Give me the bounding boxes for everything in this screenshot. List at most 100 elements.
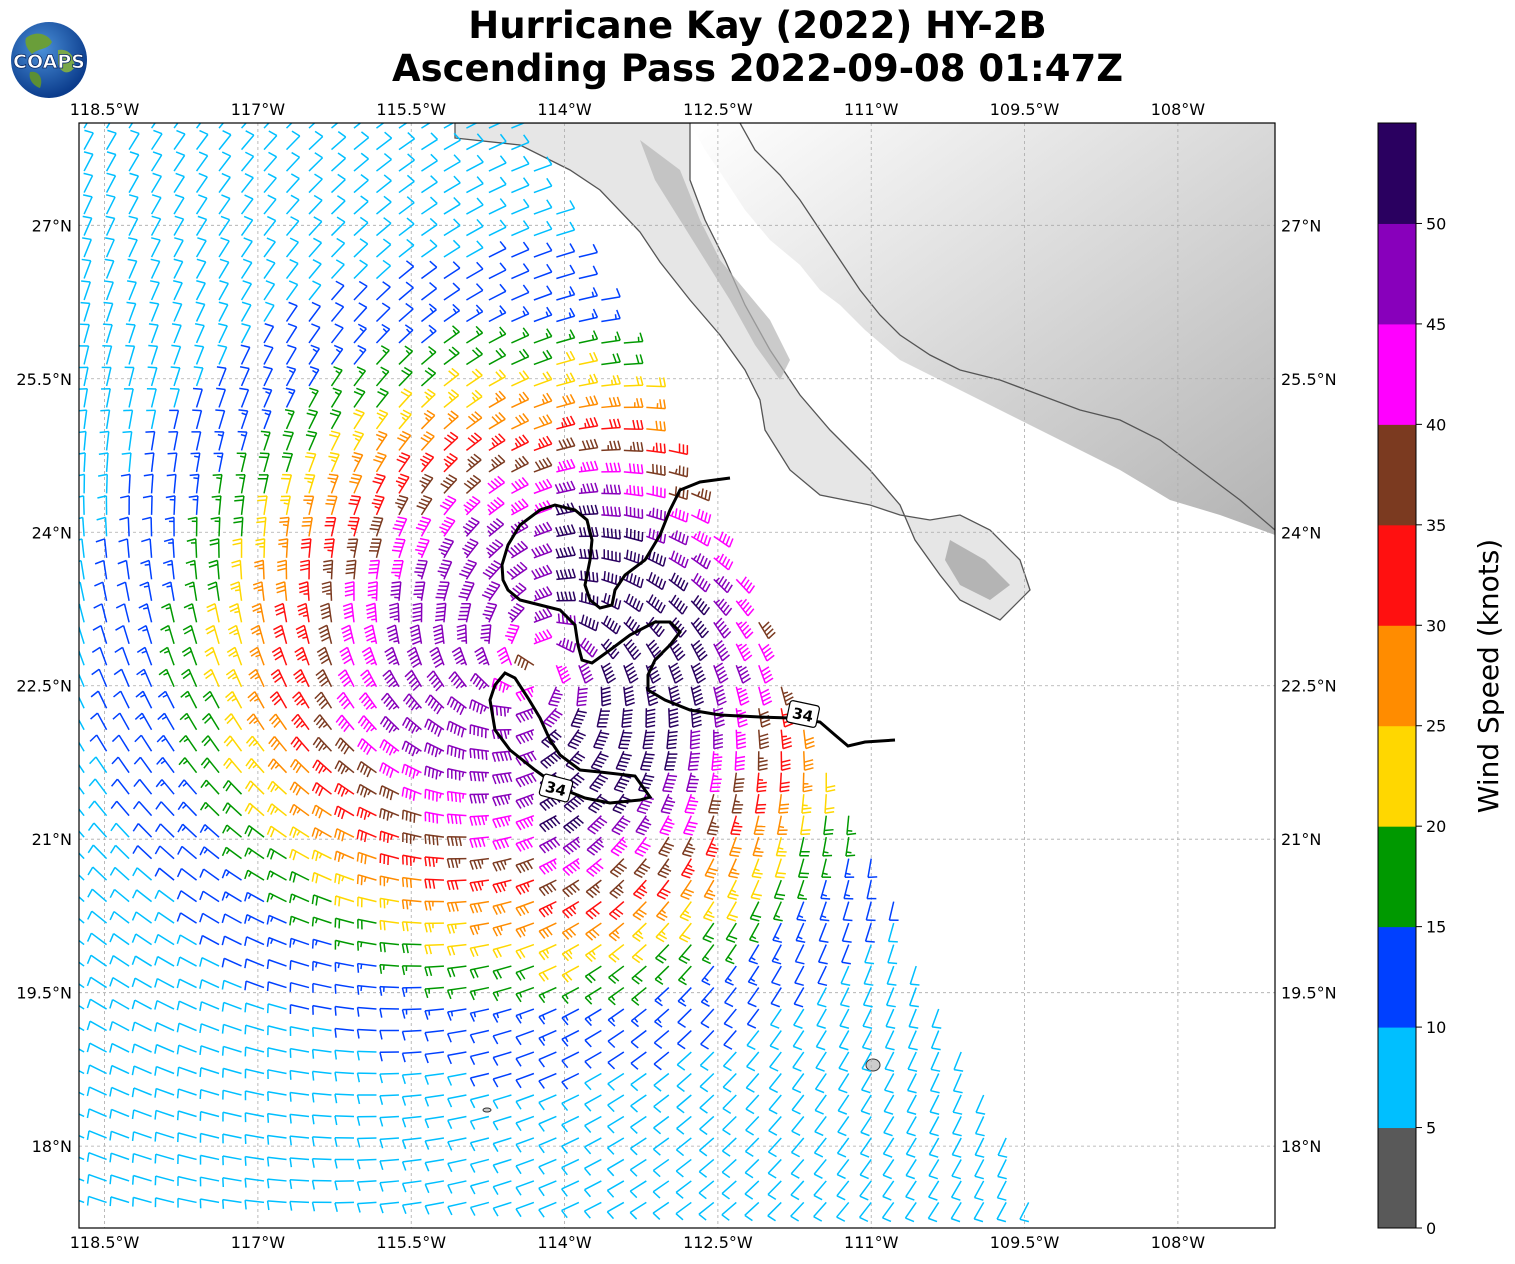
- wind-barb: [722, 1115, 737, 1136]
- wind-barb: [211, 495, 222, 515]
- wind-barb: [845, 837, 856, 857]
- wind-barb: [79, 785, 85, 795]
- wind-barb: [466, 123, 479, 129]
- colorbar-tick-label: 15: [1426, 918, 1446, 937]
- wind-barb: [79, 874, 85, 881]
- wind-barb: [168, 430, 179, 451]
- wind-barb: [679, 901, 692, 922]
- wind-barb: [837, 1116, 850, 1137]
- wind-barb: [356, 1094, 377, 1105]
- wind-barb: [289, 893, 310, 904]
- lon-tick-label-top: 117°W: [231, 100, 286, 119]
- wind-barb: [145, 430, 156, 451]
- wind-barb: [311, 916, 332, 927]
- wind-barb: [173, 258, 184, 279]
- wind-barb: [863, 965, 874, 986]
- wind-barb: [705, 836, 719, 858]
- wind-barb: [486, 518, 505, 537]
- wind-barb: [353, 344, 367, 365]
- wind-barb: [578, 243, 598, 258]
- wind-barb: [311, 894, 332, 906]
- wind-barb: [141, 516, 153, 537]
- wind-barb: [340, 624, 355, 644]
- lon-tick-label-top: 111°W: [844, 100, 899, 119]
- wind-barb: [533, 328, 553, 344]
- wind-barb: [289, 803, 310, 817]
- wind-barb: [367, 581, 378, 601]
- wind-barb: [443, 303, 461, 323]
- wind-barb: [79, 939, 85, 946]
- wind-barb: [137, 624, 153, 644]
- wind-barb: [645, 594, 666, 614]
- wind-barb: [668, 530, 689, 546]
- wind-barb: [171, 323, 182, 344]
- wind-barb: [424, 986, 444, 999]
- wind-barb: [511, 220, 530, 237]
- wind-barb: [646, 377, 667, 388]
- wind-barb: [206, 603, 220, 623]
- wind-barb: [150, 194, 162, 215]
- wind-barb: [379, 919, 400, 931]
- wind-barb: [297, 602, 310, 623]
- wind-barb: [690, 617, 710, 639]
- wind-barb: [199, 912, 220, 924]
- wind-barb: [379, 1180, 400, 1192]
- wind-barb: [488, 240, 507, 258]
- wind-barb: [398, 174, 415, 194]
- wind-barb: [401, 1158, 422, 1171]
- wind-barb: [774, 858, 786, 879]
- wind-barb: [482, 560, 503, 580]
- wind-barb: [511, 455, 529, 473]
- wind-barb: [312, 759, 332, 774]
- wind-barb: [908, 1008, 919, 1029]
- wind-barb: [492, 836, 512, 850]
- wind-barb: [746, 1030, 760, 1051]
- wind-barb: [424, 694, 445, 715]
- wind-barb: [398, 324, 414, 344]
- wind-barb: [548, 686, 563, 707]
- wind-barb: [952, 1094, 963, 1115]
- wind-barb: [511, 477, 529, 495]
- wind-barb: [379, 1007, 399, 1018]
- wind-barb: [578, 460, 599, 473]
- wind-barb: [356, 829, 377, 843]
- wind-barb: [713, 598, 733, 616]
- wind-barb: [79, 1134, 85, 1139]
- wind-barb: [401, 1029, 422, 1041]
- wind-barb: [631, 944, 647, 964]
- wind-barb: [128, 129, 140, 150]
- wind-barb: [379, 715, 400, 734]
- wind-barb: [928, 1180, 940, 1201]
- wind-barb: [511, 284, 530, 301]
- wind-barb: [216, 387, 227, 408]
- wind-barb: [973, 1180, 985, 1201]
- wind-barb: [488, 198, 507, 215]
- wind-barb: [601, 331, 621, 344]
- wind-barb: [567, 729, 586, 750]
- wind-barb: [87, 822, 108, 838]
- wind-barb: [609, 879, 625, 899]
- wind-barb: [224, 713, 243, 731]
- wind-barb: [699, 1072, 715, 1093]
- wind-barb: [240, 258, 253, 279]
- wind-barb: [463, 474, 482, 494]
- wind-barb: [289, 1003, 310, 1014]
- wind-barb: [584, 1051, 602, 1069]
- wind-barb: [156, 756, 175, 774]
- colorbar-tick-label: 30: [1426, 616, 1446, 635]
- wind-barb: [819, 901, 830, 922]
- wind-barb: [421, 217, 438, 237]
- wind-barb: [646, 420, 666, 432]
- wind-barb: [123, 409, 134, 430]
- wind-barb: [882, 1180, 895, 1201]
- wind-barb: [634, 836, 651, 857]
- wind-barb: [398, 388, 413, 408]
- wind-barb: [861, 1051, 872, 1072]
- wind-barb: [356, 1137, 377, 1148]
- wind-barb: [492, 793, 512, 807]
- wind-barb: [398, 345, 414, 366]
- wind-barb: [469, 1201, 490, 1216]
- wind-barb: [585, 943, 602, 963]
- wind-barb: [492, 986, 512, 1002]
- wind-barb: [281, 473, 293, 494]
